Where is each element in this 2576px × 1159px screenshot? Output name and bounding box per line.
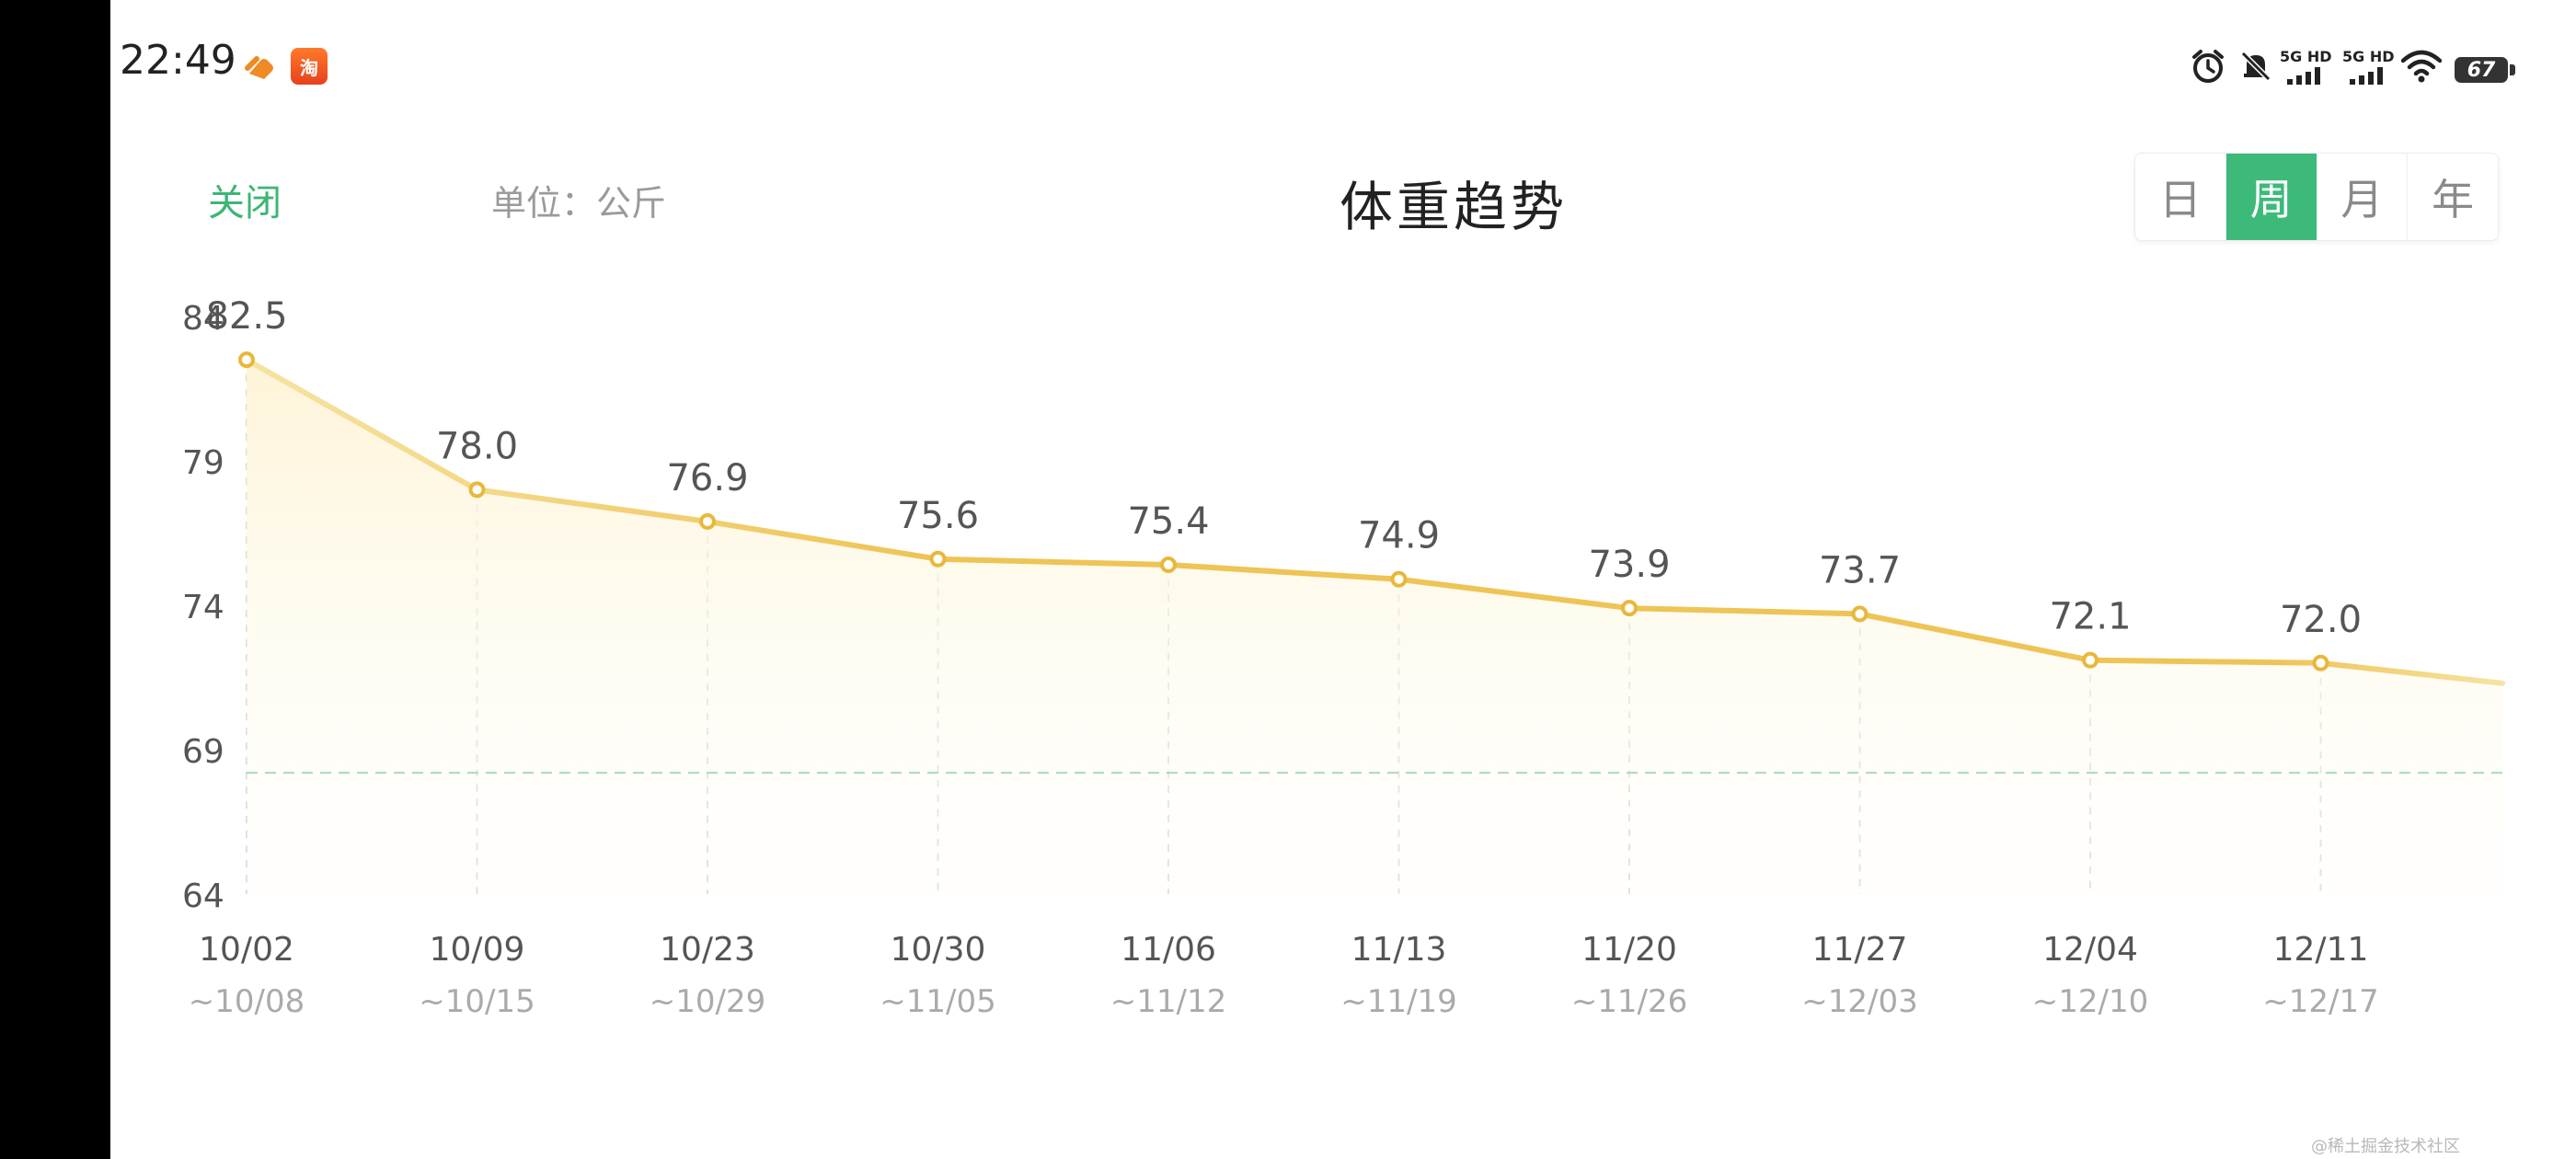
x-tick-range: ~10/08 — [189, 983, 305, 1020]
data-point[interactable] — [468, 481, 486, 499]
x-tick-range: ~12/17 — [2262, 983, 2378, 1020]
x-tick-date: 11/20 — [1581, 931, 1677, 969]
cellular-label-1: 5G HD — [2280, 48, 2332, 65]
alarm-icon — [2192, 50, 2224, 83]
battery-indicator: 67 — [2455, 57, 2508, 83]
signal-bars-icon — [2287, 67, 2320, 85]
x-tick-range: ~11/19 — [1340, 983, 1456, 1020]
data-point[interactable] — [929, 550, 947, 568]
battery-tip — [2510, 64, 2515, 75]
data-point[interactable] — [1160, 557, 1177, 574]
status-time: 22:49 — [120, 37, 236, 84]
data-point[interactable] — [2082, 651, 2099, 669]
value-label: 76.9 — [666, 457, 748, 499]
value-label: 75.6 — [897, 495, 979, 537]
cellular-signal-2: 5G HD — [2335, 44, 2395, 90]
x-tick-date: 10/09 — [430, 931, 525, 969]
taobao-icon: 淘 — [291, 48, 328, 85]
data-point[interactable] — [1390, 570, 1408, 588]
x-tick-date: 12/11 — [2273, 931, 2369, 969]
value-label: 73.9 — [1588, 544, 1670, 586]
value-labels: 82.5 78.0 76.9 75.6 75.4 74.9 73.9 73.7 72.1 72.0 — [205, 295, 2362, 641]
y-tick-label: 84 — [182, 300, 224, 338]
x-tick-range: ~10/15 — [419, 983, 535, 1020]
x-tick-range: ~11/12 — [1110, 983, 1226, 1020]
x-tick-date: 10/02 — [199, 931, 294, 969]
x-tick-date: 11/27 — [1812, 931, 1908, 969]
data-point[interactable] — [1851, 605, 1869, 623]
watermark: @稀土掘金技术社区 — [2311, 1137, 2460, 1156]
x-axis: 10/02 ~10/08 10/09 ~10/15 10/23 ~10/29 10/30 ~1… — [189, 931, 2379, 1020]
data-points — [238, 351, 2329, 671]
x-tick-range: ~12/03 — [1801, 983, 1917, 1020]
page-title: 体重趋势 — [1339, 176, 1568, 238]
tab-year[interactable]: 年 — [2432, 175, 2475, 224]
value-label: 75.4 — [1127, 500, 1209, 543]
app-heart-icon — [245, 56, 273, 79]
x-tick-range: ~10/29 — [650, 983, 765, 1020]
wifi-icon — [2401, 50, 2442, 83]
y-axis: 84 79 74 69 64 — [182, 300, 224, 915]
tab-month[interactable]: 月 — [2317, 154, 2409, 240]
x-tick-range: ~11/26 — [1571, 983, 1687, 1020]
close-button[interactable]: 关闭 — [208, 182, 282, 224]
cellular-signal-1: 5G HD — [2272, 44, 2332, 90]
x-tick-range: ~11/05 — [880, 983, 995, 1020]
value-label: 74.9 — [1358, 515, 1440, 557]
tab-day[interactable]: 日 — [2135, 154, 2226, 240]
value-label: 73.7 — [1819, 549, 1901, 591]
y-tick-label: 69 — [182, 733, 224, 771]
data-point[interactable] — [2312, 654, 2329, 671]
unit-label: 单位：公斤 — [491, 183, 667, 224]
x-tick-range: ~12/10 — [2032, 983, 2148, 1020]
period-tabs: 日 周 月 年 — [2134, 153, 2499, 241]
x-tick-date: 10/30 — [891, 931, 986, 969]
signal-bars-icon — [2350, 67, 2383, 85]
value-label: 72.0 — [2280, 599, 2362, 641]
x-tick-date: 11/06 — [1121, 931, 1216, 969]
app-screen: 22:49 淘 5G HD 5G HD 67 — [110, 0, 2576, 1159]
data-point[interactable] — [1621, 600, 1638, 617]
y-tick-label: 79 — [182, 444, 224, 482]
weight-trend-chart: 84 79 74 69 64 82.5 78.0 76.9 75.6 75.4 74.9 73.9 7… — [182, 295, 2505, 1020]
y-tick-label: 74 — [182, 589, 224, 626]
value-label: 82.5 — [205, 295, 287, 338]
data-point[interactable] — [699, 512, 716, 530]
tab-week[interactable]: 周 — [2225, 154, 2317, 240]
value-label: 72.1 — [2049, 596, 2131, 638]
mute-bell-icon — [2240, 51, 2271, 82]
trend-area — [247, 360, 2502, 895]
cellular-label-2: 5G HD — [2342, 48, 2395, 65]
x-tick-date: 10/23 — [660, 931, 755, 969]
data-point[interactable] — [238, 351, 255, 369]
x-tick-date: 12/04 — [2042, 931, 2138, 969]
value-label: 78.0 — [436, 425, 518, 467]
y-tick-label: 64 — [182, 878, 224, 915]
x-tick-date: 11/13 — [1351, 931, 1447, 969]
